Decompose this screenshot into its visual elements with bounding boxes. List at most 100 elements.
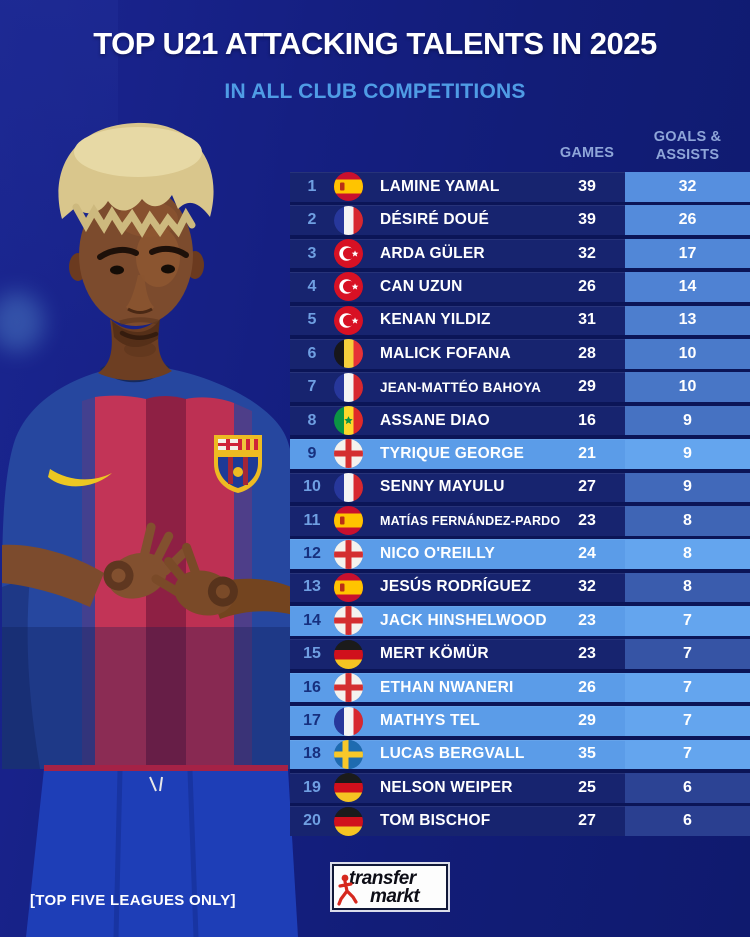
flag-sweden-icon: [334, 739, 363, 769]
nation-flag: [334, 172, 363, 202]
footer-note: [TOP FIVE LEAGUES ONLY]: [30, 892, 236, 909]
games-cell: 23: [578, 611, 596, 629]
player-name: ETHAN NWANERI: [380, 678, 514, 696]
goals-assists-cell: 6: [625, 806, 750, 837]
goals-assists-cell: 8: [625, 539, 750, 569]
flag-germany-icon: [334, 773, 363, 803]
table-row: 1 LAMINE YAMAL 39 32: [290, 172, 750, 202]
flag-england-icon: [334, 539, 363, 569]
goals-assists-cell: 10: [625, 338, 750, 369]
nation-flag: [334, 639, 363, 669]
games-cell: 31: [578, 311, 596, 329]
nation-flag: [334, 239, 363, 269]
nation-flag: [334, 506, 363, 536]
goals-assists-cell: 10: [625, 372, 750, 402]
goals-assists-cell: 26: [625, 205, 750, 235]
player-name: MERT KÖMÜR: [380, 645, 489, 663]
nation-flag: [334, 773, 363, 803]
rank-cell: 1: [307, 177, 317, 195]
flag-france-icon: [334, 205, 363, 235]
logo-line-1: transfer: [349, 868, 416, 889]
rank-cell: 4: [307, 277, 317, 295]
flag-spain-icon: [334, 572, 363, 602]
player-name: JEAN-MATTÉO BAHOYA: [380, 379, 542, 395]
flag-germany-icon: [334, 806, 363, 836]
games-cell: 32: [578, 578, 596, 596]
goals-assists-cell: 7: [625, 739, 750, 770]
nation-flag: [334, 806, 363, 836]
games-cell: 29: [578, 712, 596, 730]
games-cell: 16: [578, 411, 596, 429]
games-cell: 23: [578, 511, 596, 529]
flag-senegal-icon: [334, 406, 363, 436]
nation-flag: [334, 406, 363, 436]
table-row: 17 MATHYS TEL 29 7: [290, 706, 750, 736]
goals-assists-cell: 9: [625, 405, 750, 436]
games-cell: 29: [578, 378, 596, 396]
games-cell: 25: [578, 778, 596, 796]
player-name: MALICK FOFANA: [380, 344, 511, 362]
games-cell: 35: [578, 745, 596, 763]
goals-assists-cell: 7: [625, 672, 750, 703]
table-row: 16 ETHAN NWANERI 26 7: [290, 672, 750, 703]
player-name: MATÍAS FERNÁNDEZ-PARDO: [380, 513, 561, 528]
player-name: TYRIQUE GEORGE: [380, 444, 525, 462]
rank-cell: 3: [307, 244, 317, 262]
table-row: 5 KENAN YILDIZ 31 13: [290, 305, 750, 336]
games-cell: 39: [578, 177, 596, 195]
games-cell: 27: [578, 812, 596, 830]
red-footballer-icon: [337, 874, 358, 906]
swoosh-icon: [48, 469, 112, 487]
player-name: LUCAS BERGVALL: [380, 745, 525, 763]
player-name: LAMINE YAMAL: [380, 177, 500, 195]
games-cell: 26: [578, 678, 596, 696]
table-row: 12 NICO O'REILLY 24 8: [290, 539, 750, 569]
table-rows: 1 LAMINE YAMAL 39 32 2 DÉSIRÉ DOUÉ 39 26 3 ARDA G…: [290, 172, 750, 837]
player-name: NICO O'REILLY: [380, 545, 496, 563]
flag-turkey-icon: [334, 272, 363, 302]
rank-cell: 11: [303, 511, 321, 529]
player-name: TOM BISCHOF: [380, 812, 491, 830]
player-photo: [2, 122, 300, 937]
rank-cell: 10: [303, 478, 321, 496]
nation-flag: [334, 272, 363, 302]
table-row: 8 ASSANE DIAO 16 9: [290, 405, 750, 436]
table-row: 10 SENNY MAYULU 27 9: [290, 472, 750, 503]
table-row: 14 JACK HINSHELWOOD 23 7: [290, 606, 750, 636]
flag-france-icon: [334, 372, 363, 402]
rank-cell: 8: [307, 411, 317, 429]
stadium-light-glow: [0, 292, 44, 352]
nation-flag: [334, 339, 363, 369]
flag-germany-icon: [334, 639, 363, 669]
column-headers: GAMES GOALS & ASSISTS: [290, 114, 750, 166]
rank-cell: 17: [303, 712, 321, 730]
table-row: 3 ARDA GÜLER 32 17: [290, 238, 750, 269]
games-cell: 39: [578, 211, 596, 229]
player-name: SENNY MAYULU: [380, 478, 505, 496]
player-name: JESÚS RODRÍGUEZ: [380, 578, 532, 596]
table-row: 20 TOM BISCHOF 27 6: [290, 806, 750, 837]
table-row: 2 DÉSIRÉ DOUÉ 39 26: [290, 205, 750, 235]
flag-france-icon: [334, 472, 363, 502]
flag-england-icon: [334, 606, 363, 636]
goals-assists-cell: 7: [625, 606, 750, 636]
flag-spain-icon: [334, 506, 363, 536]
rank-cell: 20: [303, 812, 321, 830]
table-row: 6 MALICK FOFANA 28 10: [290, 338, 750, 369]
games-cell: 26: [578, 277, 596, 295]
goals-assists-cell: 32: [625, 172, 750, 202]
nation-flag: [334, 572, 363, 602]
nation-flag: [334, 305, 363, 335]
transfermarkt-logo: transfer markt: [332, 864, 448, 910]
table-row: 7 JEAN-MATTÉO BAHOYA 29 10: [290, 372, 750, 402]
rank-cell: 16: [303, 678, 321, 696]
nation-flag: [334, 472, 363, 502]
rank-cell: 12: [303, 545, 321, 563]
flag-spain-icon: [334, 172, 363, 202]
goals-assists-cell: 6: [625, 773, 750, 803]
goals-assists-cell: 9: [625, 439, 750, 469]
table-row: 13 JESÚS RODRÍGUEZ 32 8: [290, 572, 750, 603]
games-cell: 27: [578, 478, 596, 496]
hand-gesture: [103, 522, 189, 599]
